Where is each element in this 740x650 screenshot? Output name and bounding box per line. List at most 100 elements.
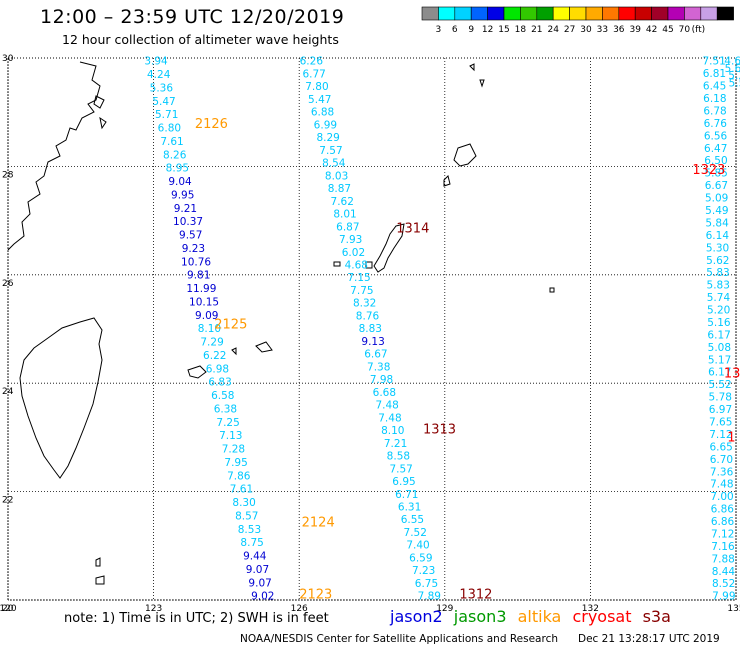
track-1323-value: 6.14 [706, 230, 730, 242]
track-2126-value: 7.86 [227, 470, 251, 482]
track-1323-value: 6.18 [703, 93, 726, 105]
track-2126-value: 8.75 [240, 537, 263, 549]
track-1323-value: 6.65 [709, 441, 732, 453]
track-2126-value: 8.30 [232, 497, 255, 509]
track-1314-value: 9.13 [361, 336, 384, 348]
track-1314-value: 6.02 [342, 247, 365, 259]
track-2126-value: 6.22 [203, 350, 226, 362]
track-1314-value: 8.32 [353, 298, 376, 310]
track-1314-value: 7.57 [319, 145, 342, 157]
track-1323-value: 6.67 [705, 180, 728, 192]
legend-cryosat: cryosat [572, 607, 632, 626]
colorbar-label: 42 [646, 25, 657, 35]
lat-tick-label: 24 [2, 387, 14, 397]
track-1323-value: 5.09 [705, 193, 728, 205]
track-1323-value: 7.65 [709, 416, 732, 428]
pass-label: 1 [727, 430, 735, 445]
track-edge-value: 4.63 [724, 56, 740, 68]
pass-label: 2123 [299, 588, 332, 603]
lat-tick-label: 30 [2, 54, 14, 64]
track-2126-value: 6.98 [206, 363, 229, 375]
track-2126-value: 9.95 [171, 189, 194, 201]
track-2126-value: 7.13 [219, 430, 242, 442]
track-1323-value: 6.78 [703, 105, 726, 117]
track-1314-value: 7.23 [412, 565, 435, 577]
track-1323-value: 5.52 [708, 379, 731, 391]
track-2126-value: 7.61 [230, 484, 253, 496]
pass-label: 13 [724, 366, 740, 381]
legend-jason3: jason3 [453, 607, 507, 626]
track-2126-value: 7.25 [216, 417, 239, 429]
track-1323-value: 6.17 [708, 367, 731, 379]
track-1314-value: 7.62 [331, 196, 354, 208]
track-1323-value: 7.12 [711, 528, 734, 540]
track-2126-value: 5.36 [150, 82, 174, 94]
legend-jason2: jason2 [390, 607, 443, 626]
track-1314-value: 7.80 [305, 81, 328, 93]
track-1323-value: 6.86 [711, 504, 735, 516]
coastlines [7, 61, 555, 585]
pass-label: 1314 [396, 222, 429, 237]
track-1314-value: 6.31 [398, 502, 421, 514]
track-1314-value: 6.88 [311, 107, 334, 119]
colorbar-swatch [716, 6, 734, 21]
track-2126-value: 9.23 [182, 243, 205, 255]
colorbar-label: 30 [580, 25, 592, 35]
colorbar-unit: (ft) [692, 25, 706, 35]
track-1314-value: 6.87 [336, 221, 359, 233]
track-2126-value: 7.28 [222, 444, 245, 456]
map-title: 12:00 – 23:59 UTC 12/20/2019 [40, 6, 345, 28]
track-2126-value: 9.09 [195, 310, 218, 322]
track-2126-value: 5.71 [155, 109, 178, 121]
track-2126-value: 9.81 [187, 270, 210, 282]
track-1314-value: 7.93 [339, 234, 362, 246]
pass-label: 2126 [195, 117, 228, 132]
track-2126-value: 7.29 [200, 337, 223, 349]
track-2126-value: 4.24 [147, 69, 171, 81]
lat-tick-label: 22 [2, 496, 13, 506]
track-2126-value: 11.99 [186, 283, 216, 295]
map-subtitle: 12 hour collection of altimeter wave hei… [62, 32, 339, 47]
okinawa-coastline [373, 223, 405, 273]
track-1314-value: 6.95 [392, 476, 415, 488]
track-1323-value: 6.56 [704, 130, 728, 142]
track-1314-value: 7.15 [347, 272, 370, 284]
track-2126-value: 3.94 [144, 56, 168, 68]
track-1314-value: 8.76 [356, 310, 380, 322]
track-1323-value: 6.81 [703, 68, 726, 80]
track-1323-value: 5.30 [706, 242, 729, 254]
track-2126-value: 6.58 [211, 390, 234, 402]
track-2126-value: 8.26 [163, 149, 187, 161]
legend-s3a: s3a [642, 607, 671, 626]
track-1314-value: 7.89 [418, 591, 441, 603]
satellite-legend: jason2 jason3 altika cryosat s3a [390, 607, 677, 626]
colorbar-label: 24 [547, 25, 559, 35]
track-1314-value: 8.10 [381, 425, 404, 437]
track-1314-value: 7.40 [406, 540, 429, 552]
colorbar-label: 9 [468, 25, 474, 35]
colorbar-label: 33 [597, 25, 608, 35]
track-1323-value: 7.12 [709, 429, 732, 441]
colorbar-label: 45 [662, 25, 673, 35]
track-edge-value: 5.61 [725, 63, 740, 75]
track-1323-value: 5.49 [705, 205, 728, 217]
yaeyama-coastline [187, 365, 207, 379]
track-1314-value: 7.48 [378, 412, 401, 424]
track-2126-value: 8.53 [238, 524, 261, 536]
track-1323-value: 6.50 [704, 155, 727, 167]
track-1314-value: 7.48 [375, 400, 398, 412]
track-1323-value: 5.84 [705, 217, 729, 229]
colorbar-label: 12 [482, 25, 493, 35]
track-2126-value: 8.57 [235, 510, 258, 522]
track-1323-value: 6.86 [711, 516, 735, 528]
track-1314-value: 5.47 [308, 94, 331, 106]
china-coastline [7, 61, 101, 251]
footer-note: note: 1) Time is in UTC; 2) SWH is in fe… [64, 611, 329, 626]
track-edge-value: 5.3 [728, 70, 740, 82]
track-2126-value: 6.38 [214, 403, 237, 415]
pass-label: 2124 [302, 515, 335, 530]
track-1323-value: 5.08 [708, 342, 731, 354]
track-1323-value: 5.83 [706, 267, 729, 279]
generation-timestamp: Dec 21 13:28:17 UTC 2019 [578, 633, 720, 645]
lon-tick-label: 126 [291, 604, 308, 614]
